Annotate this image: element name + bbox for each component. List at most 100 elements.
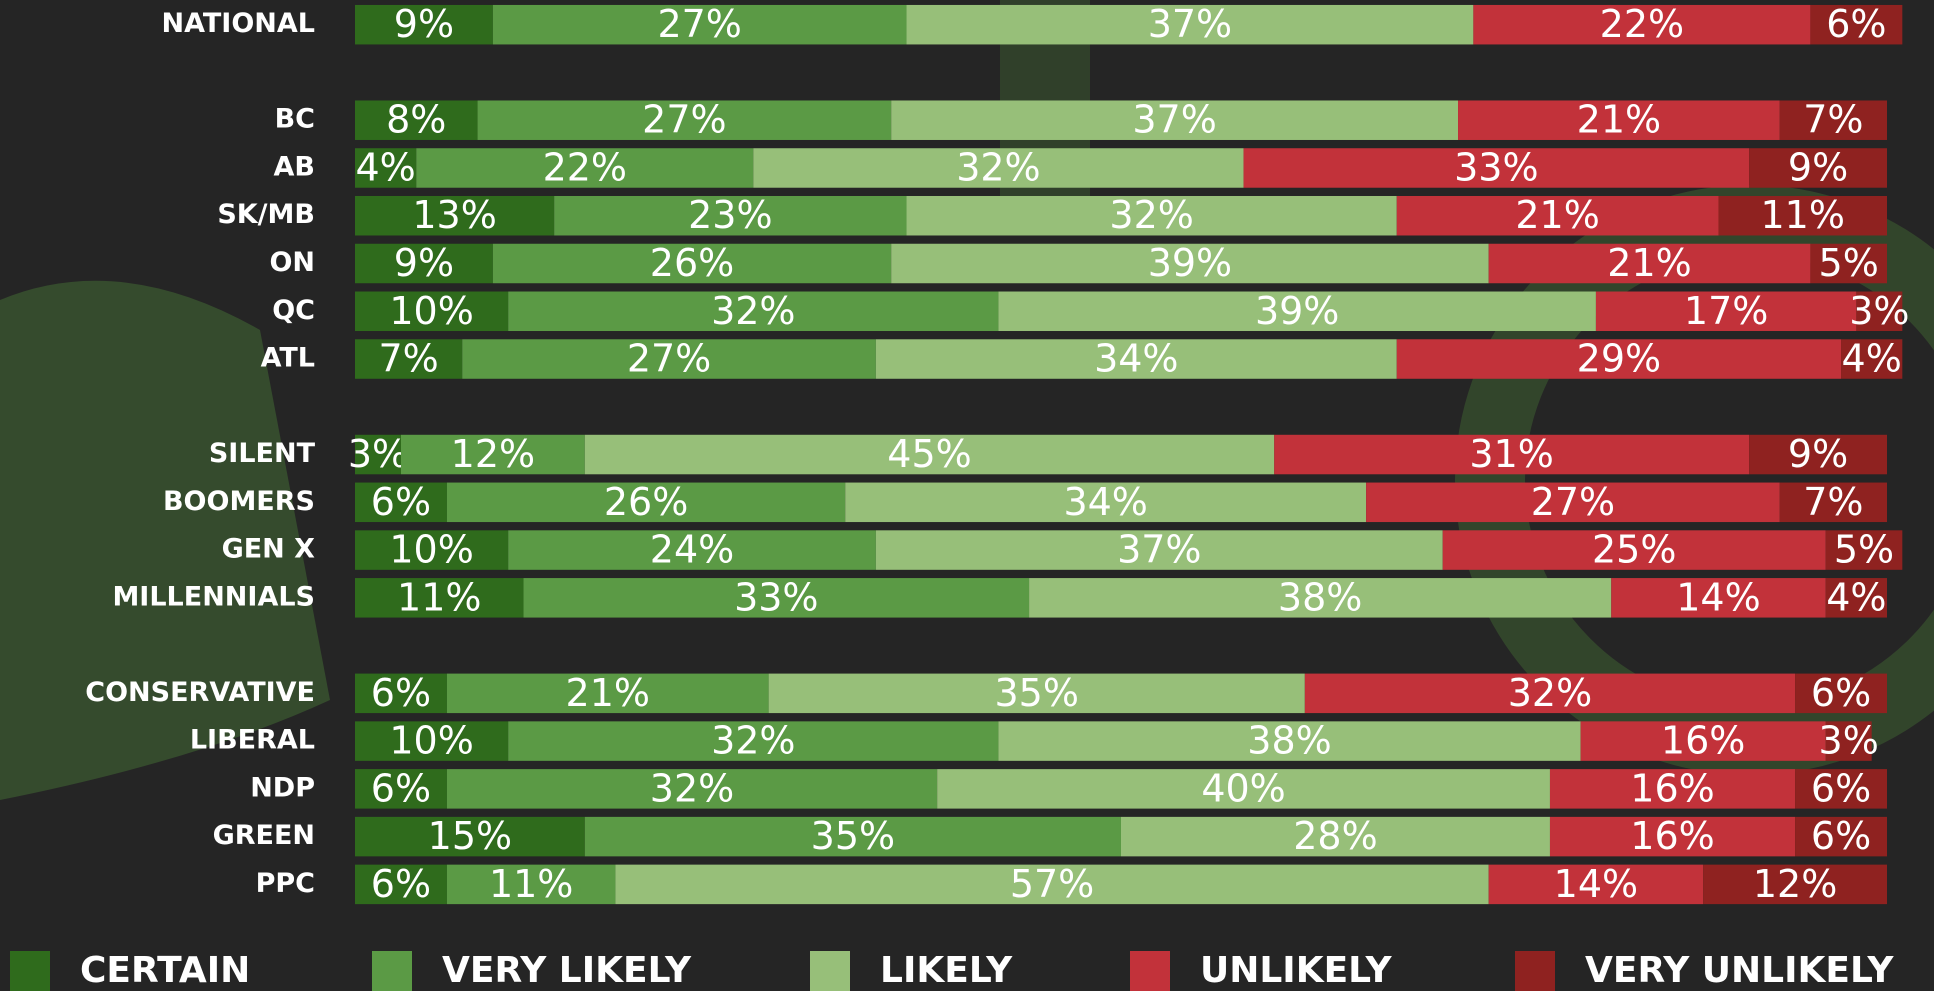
legend-label: LIKELY [880,950,1013,991]
value-label: 35% [995,671,1079,715]
value-label: 15% [428,814,512,858]
value-label: 6% [1811,766,1871,810]
page: {"chart_data": {"type": "stacked-bar-hor… [0,0,1934,991]
value-label: 21% [1577,98,1661,142]
value-label: 34% [1063,480,1147,524]
value-label: 5% [1819,241,1879,285]
category-label: ATL [261,343,315,374]
category-label: CONSERVATIVE [85,677,315,708]
value-label: 6% [1811,671,1871,715]
value-label: 5% [1834,528,1894,572]
value-label: 33% [1454,145,1538,189]
value-label: 32% [650,766,734,810]
category-label: NATIONAL [161,8,315,39]
value-label: 6% [1826,2,1886,46]
value-label: 6% [371,862,431,906]
value-label: 14% [1676,575,1760,619]
value-label: 12% [451,432,535,476]
value-label: 37% [1117,528,1201,572]
value-label: 9% [394,241,454,285]
legend-swatch [10,951,50,991]
value-label: 13% [412,193,496,237]
legend-swatch [810,951,850,991]
value-label: 6% [1811,814,1871,858]
value-label: 27% [657,2,741,46]
legend-swatch [1130,951,1170,991]
value-label: 35% [811,814,895,858]
value-label: 38% [1278,575,1362,619]
value-label: 27% [1531,480,1615,524]
legend-label: VERY UNLIKELY [1585,950,1894,991]
value-label: 40% [1201,766,1285,810]
category-label: BOOMERS [163,486,315,517]
value-label: 32% [711,289,795,333]
value-label: 32% [711,719,795,763]
value-label: 6% [371,671,431,715]
value-label: 22% [1600,2,1684,46]
value-label: 11% [489,862,573,906]
value-label: 39% [1148,241,1232,285]
category-label: BC [275,104,315,135]
value-label: 7% [1803,480,1863,524]
category-label: SILENT [209,438,316,469]
value-label: 16% [1661,719,1745,763]
value-label: 33% [734,575,818,619]
value-label: 37% [1148,2,1232,46]
value-label: 25% [1592,528,1676,572]
category-label: SK/MB [217,199,315,230]
value-label: 3% [1819,719,1879,763]
legend-swatch [372,951,412,991]
value-label: 23% [688,193,772,237]
value-label: 4% [355,145,415,189]
value-label: 14% [1554,862,1638,906]
value-label: 57% [1010,862,1094,906]
legend-label: UNLIKELY [1200,950,1393,991]
category-label: AB [274,151,315,182]
value-label: 10% [389,528,473,572]
value-label: 7% [1803,98,1863,142]
value-label: 8% [386,98,446,142]
category-label: LIBERAL [190,725,315,756]
value-label: 9% [1788,432,1848,476]
value-label: 21% [566,671,650,715]
value-label: 22% [543,145,627,189]
value-label: 32% [1109,193,1193,237]
value-label: 17% [1684,289,1768,333]
value-label: 3% [1849,289,1909,333]
value-label: 6% [371,766,431,810]
value-label: 45% [887,432,971,476]
category-label: ON [269,247,315,278]
category-label: NDP [250,772,315,803]
legend-label: VERY LIKELY [442,950,692,991]
value-label: 21% [1607,241,1691,285]
value-label: 27% [627,337,711,381]
category-label: QC [272,295,315,326]
value-label: 3% [348,432,408,476]
value-label: 37% [1132,98,1216,142]
value-label: 11% [397,575,481,619]
category-label: GREEN [213,820,315,851]
value-label: 16% [1630,766,1714,810]
category-label: MILLENNIALS [112,581,315,612]
value-label: 7% [378,337,438,381]
value-label: 29% [1577,337,1661,381]
value-label: 4% [1826,575,1886,619]
value-label: 16% [1630,814,1714,858]
value-label: 9% [394,2,454,46]
value-label: 32% [956,145,1040,189]
value-label: 26% [604,480,688,524]
value-label: 12% [1753,862,1837,906]
value-label: 31% [1469,432,1553,476]
value-label: 27% [642,98,726,142]
value-label: 24% [650,528,734,572]
value-label: 32% [1508,671,1592,715]
value-label: 6% [371,480,431,524]
value-label: 26% [650,241,734,285]
value-label: 34% [1094,337,1178,381]
category-label: GEN X [222,534,316,565]
value-label: 21% [1515,193,1599,237]
value-label: 4% [1842,337,1902,381]
chart: NATIONAL 9% 27% 37% 22% 6% BC 8% 27% 37% 21% 7% AB 4%… [0,0,1934,991]
value-label: 9% [1788,145,1848,189]
legend-label: CERTAIN [80,950,250,991]
